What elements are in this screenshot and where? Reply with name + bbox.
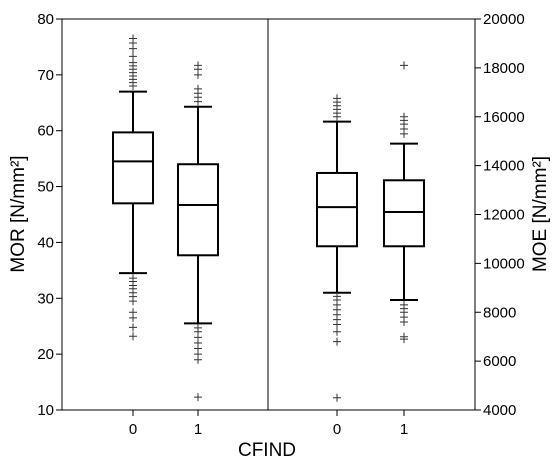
outlier-marker <box>194 323 202 332</box>
outlier-marker <box>129 308 137 317</box>
outlier-marker <box>129 323 137 332</box>
x-tick-label: 0 <box>129 421 137 438</box>
y-tick-label-right: 6000 <box>483 353 516 370</box>
outlier-marker <box>400 61 408 70</box>
outlier-marker <box>400 332 408 341</box>
box-iqr <box>383 179 425 248</box>
y-tick-label-left: 50 <box>37 179 54 196</box>
x-tick-label: 1 <box>194 421 202 438</box>
y-tick-label-left: 20 <box>37 346 54 363</box>
y-tick-label-right: 4000 <box>483 402 516 419</box>
outlier-marker <box>333 327 341 336</box>
outlier-marker <box>129 274 137 283</box>
y-tick-label-right: 12000 <box>483 207 525 224</box>
right-y-axis-label: MOE [N/mm²] <box>530 156 551 272</box>
outlier-marker <box>194 393 202 402</box>
y-tick-label-right: 10000 <box>483 255 525 272</box>
y-tick-label-left: 30 <box>37 290 54 307</box>
outlier-marker <box>400 300 408 309</box>
outlier-marker <box>194 61 202 70</box>
x-axis-label: CFIND <box>238 440 296 461</box>
y-tick-label-right: 18000 <box>483 60 525 77</box>
y-tick-label-right: 16000 <box>483 109 525 126</box>
y-tick-label-left: 10 <box>37 402 54 419</box>
y-tick-label-left: 40 <box>37 234 54 251</box>
y-tick-label-right: 8000 <box>483 304 516 321</box>
outlier-marker <box>400 112 408 121</box>
box-iqr <box>177 163 219 257</box>
x-tick-label: 1 <box>400 421 408 438</box>
outlier-marker <box>129 332 137 341</box>
box-iqr <box>316 171 358 248</box>
outlier-marker <box>129 34 137 43</box>
y-tick-label-left: 70 <box>37 67 54 84</box>
y-tick-label-left: 60 <box>37 123 54 140</box>
x-tick-label: 0 <box>333 421 341 438</box>
outlier-marker <box>333 337 341 346</box>
box-iqr <box>112 131 154 205</box>
outlier-marker <box>333 94 341 103</box>
outlier-marker <box>333 393 341 402</box>
outlier-marker <box>194 84 202 93</box>
left-y-axis-label: MOR [N/mm²] <box>8 155 29 272</box>
y-tick-label-right: 20000 <box>483 11 525 28</box>
y-tick-label-left: 80 <box>37 11 54 28</box>
outlier-marker <box>333 292 341 301</box>
y-tick-label-right: 14000 <box>483 158 525 175</box>
outlier-marker <box>129 52 137 61</box>
